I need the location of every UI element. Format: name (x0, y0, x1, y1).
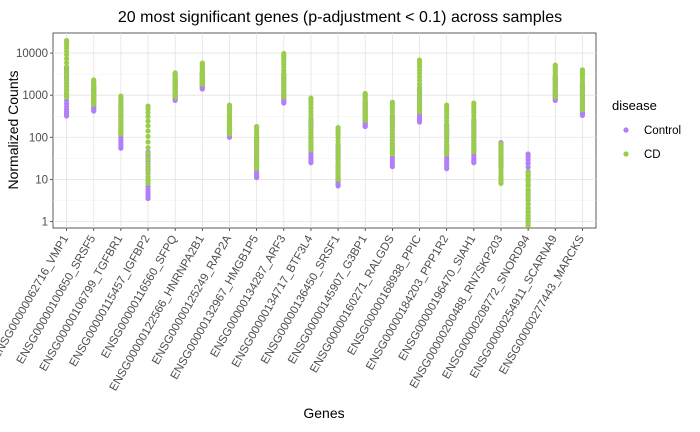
y-axis-title: Normalized Counts (5, 70, 21, 189)
point-cd (145, 118, 151, 124)
point-cd (335, 145, 341, 151)
point-cd (145, 114, 151, 120)
x-axis-title: Genes (303, 405, 344, 421)
y-tick-label: 10 (35, 174, 48, 186)
y-tick-label: 1 (42, 216, 48, 228)
point-cd (335, 124, 341, 131)
point-cd (308, 123, 314, 129)
chart-title: 20 most significant genes (p-adjustment … (118, 9, 562, 26)
point-cd (335, 156, 341, 162)
point-cd (389, 127, 395, 133)
point-cd (525, 169, 531, 175)
point-cd (145, 155, 151, 162)
point-cd (498, 141, 504, 147)
y-tick-label: 1000 (22, 90, 48, 102)
point-cd (63, 56, 70, 62)
y-tick-label: 100 (29, 132, 48, 144)
point-cd (362, 90, 368, 97)
point-cd (416, 85, 423, 91)
legend-label-control: Control (644, 125, 681, 137)
point-cd (308, 95, 314, 101)
legend-key-cd (623, 151, 629, 157)
point-control (525, 164, 531, 170)
point-cd (145, 165, 151, 172)
point-cd (145, 170, 151, 176)
point-cd (525, 198, 531, 204)
point-cd (444, 102, 450, 108)
y-axis-ticks: 1 10 100 1000 10000 (16, 48, 53, 228)
point-cd (63, 64, 70, 70)
point-cd (63, 76, 70, 82)
point-cd (308, 127, 314, 133)
point-cd (308, 115, 314, 122)
point-cd (63, 68, 70, 74)
point-cd (335, 152, 341, 158)
point-cd (389, 99, 395, 105)
point-cd (335, 160, 341, 166)
point-cd (308, 130, 314, 136)
point-cd (525, 194, 531, 200)
point-cd (226, 102, 233, 108)
point-cd (145, 123, 151, 129)
point-cd (416, 77, 423, 84)
legend: disease Control CD (612, 98, 681, 161)
point-cd (145, 139, 151, 145)
point-cd (145, 128, 151, 134)
data-points (63, 37, 586, 229)
legend-label-cd: CD (644, 149, 661, 161)
point-cd (525, 186, 531, 192)
point-cd (199, 60, 205, 66)
point-cd (172, 70, 178, 76)
point-cd (63, 72, 70, 78)
point-cd (525, 201, 531, 208)
point-cd (525, 190, 531, 196)
point-cd (525, 205, 531, 211)
point-cd (389, 123, 395, 129)
point-cd (308, 119, 314, 125)
point-cd (416, 92, 423, 98)
point-cd (145, 133, 151, 140)
point-cd (91, 77, 97, 83)
point-cd (63, 60, 70, 66)
point-cd (552, 62, 558, 68)
point-cd (254, 123, 260, 130)
point-cd (389, 119, 395, 126)
plot-panel (52, 32, 597, 229)
point-cd (118, 93, 124, 99)
point-cd (389, 131, 395, 137)
point-cd (145, 161, 151, 167)
legend-title: disease (612, 98, 657, 113)
point-cd (281, 50, 287, 57)
point-cd (416, 89, 423, 95)
point-cd (389, 134, 395, 140)
point-cd (471, 100, 477, 106)
point-cd (145, 150, 151, 156)
point-cd (579, 67, 586, 73)
point-cd (525, 209, 531, 215)
point-cd (335, 149, 341, 155)
point-cd (63, 79, 70, 86)
point-cd (416, 81, 423, 87)
y-tick-label: 10000 (16, 48, 48, 60)
point-cd (63, 37, 70, 44)
point-cd (145, 144, 151, 151)
point-cd (145, 103, 151, 109)
point-control (525, 151, 531, 157)
legend-key-control (623, 127, 629, 133)
x-axis-ticks: ENSG00000062716_VMP1ENSG00000100650_SRSF… (0, 228, 587, 393)
point-cd (416, 57, 423, 63)
point-cd (145, 174, 151, 180)
